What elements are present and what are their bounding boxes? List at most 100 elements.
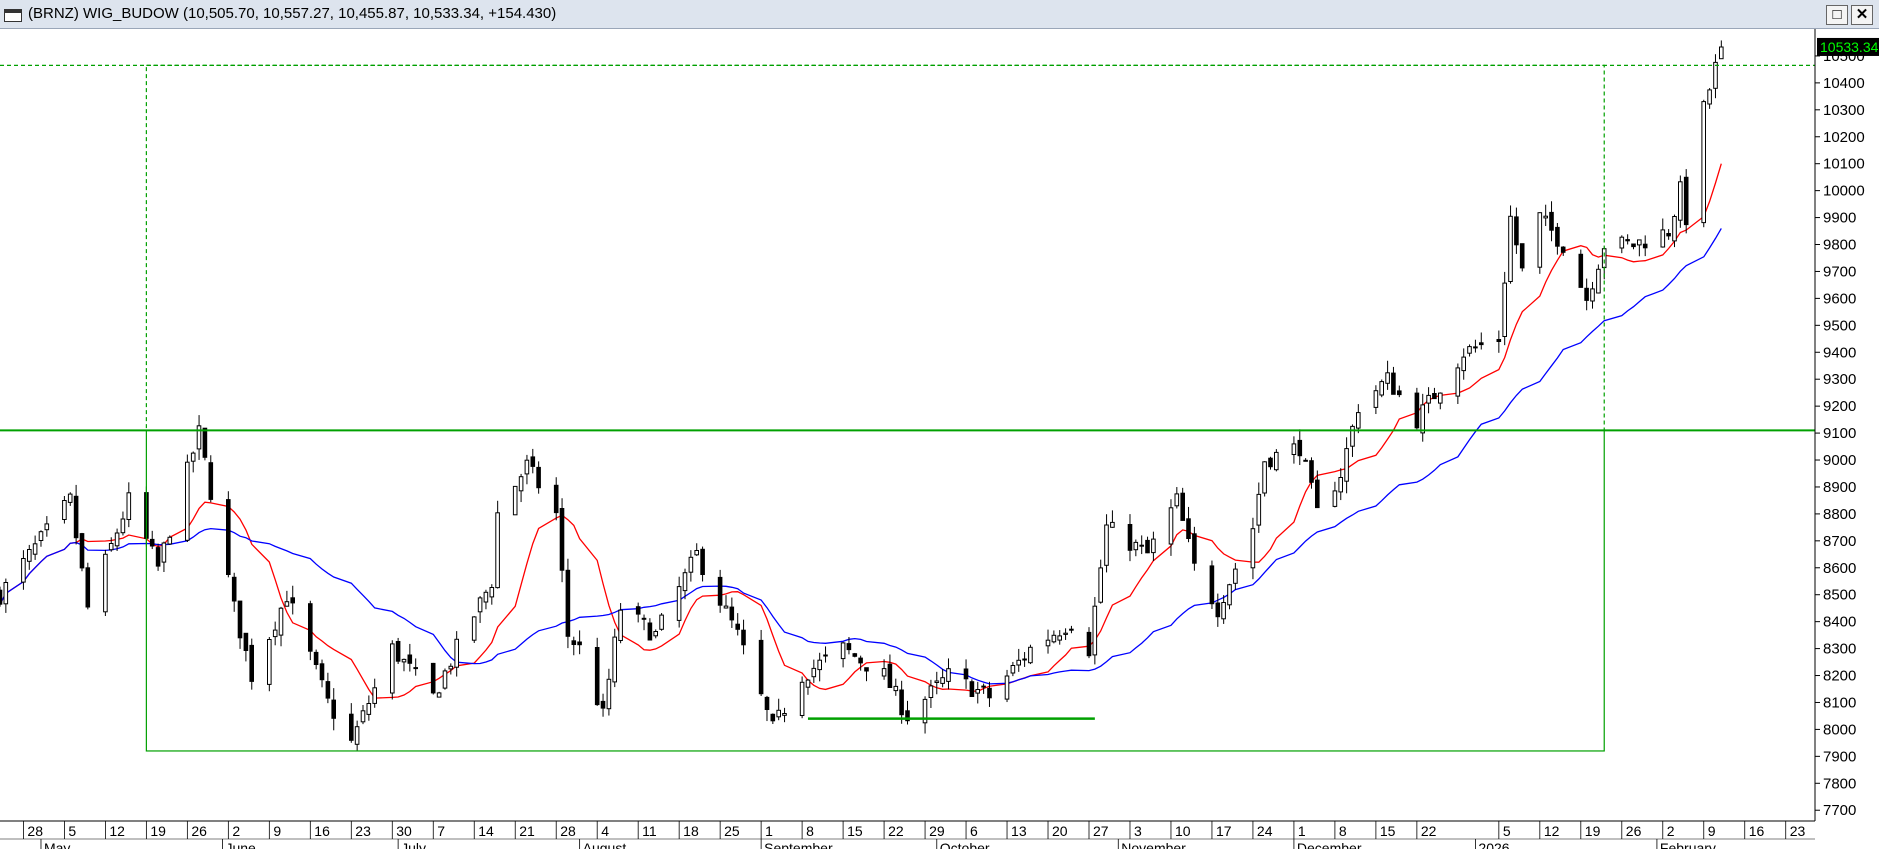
candle-body <box>1414 392 1420 429</box>
candle <box>635 602 641 623</box>
candle <box>1215 593 1221 627</box>
candle-body <box>1625 239 1630 242</box>
x-tick-label: 8 <box>1339 823 1347 839</box>
candle-body <box>1256 493 1262 526</box>
candle <box>981 683 986 694</box>
candle-body <box>407 654 413 664</box>
x-tick-label: 26 <box>191 823 207 839</box>
candle-body <box>1537 212 1543 268</box>
candle <box>1473 339 1478 353</box>
candle <box>155 543 161 571</box>
candle <box>126 482 132 528</box>
candle-body <box>395 641 401 662</box>
candle <box>366 695 372 721</box>
candle-body <box>149 538 155 547</box>
candle <box>1385 360 1390 390</box>
candle-body <box>618 609 623 642</box>
candle-body <box>887 663 893 689</box>
candle-body <box>694 550 700 556</box>
candle-body <box>1473 346 1478 349</box>
month-label: August <box>583 840 627 849</box>
x-tick-label: 14 <box>478 823 494 839</box>
candle-body <box>202 427 208 458</box>
candle <box>202 427 208 461</box>
candle-body <box>1174 493 1180 507</box>
candle-body <box>852 653 858 657</box>
y-tick-label: 9700 <box>1823 263 1856 280</box>
candle <box>717 569 723 613</box>
candle <box>442 668 448 690</box>
candle-body <box>196 425 202 450</box>
candle-body <box>846 643 852 651</box>
candle-body <box>524 459 530 475</box>
window-icon[interactable] <box>4 9 22 22</box>
close-button[interactable]: ✕ <box>1851 5 1873 25</box>
candle-body <box>1549 211 1554 231</box>
candle-body <box>454 638 459 668</box>
candle <box>1514 207 1519 254</box>
candles <box>0 40 1724 752</box>
candle-body <box>448 665 454 670</box>
candle-body <box>1133 541 1139 551</box>
candle <box>1461 348 1467 380</box>
candle-body <box>676 586 682 621</box>
candle-body <box>243 632 249 651</box>
candle <box>641 614 647 631</box>
candle <box>354 720 360 752</box>
candle <box>407 643 413 672</box>
month-label: November <box>1121 840 1186 849</box>
candle <box>1625 234 1630 245</box>
candle-body <box>741 629 746 646</box>
candle-body <box>758 639 764 695</box>
x-tick-label: 9 <box>1708 823 1716 839</box>
candle <box>372 678 377 708</box>
candle-body <box>1098 567 1104 603</box>
candle-body <box>1426 394 1431 404</box>
candle <box>161 541 167 572</box>
candle <box>237 600 243 649</box>
candle-body <box>442 670 448 689</box>
candle <box>1719 40 1724 60</box>
candle-body <box>1590 288 1595 302</box>
candle-body <box>372 687 377 704</box>
candle <box>167 535 173 545</box>
candle <box>840 642 846 668</box>
candle <box>764 695 770 722</box>
x-tick-label: 1 <box>1298 823 1306 839</box>
y-tick-label: 8100 <box>1823 694 1856 711</box>
candle <box>530 448 536 474</box>
x-tick-label: 25 <box>724 823 740 839</box>
candle-body <box>1637 239 1642 246</box>
month-label: May <box>44 840 70 849</box>
candle <box>694 543 700 556</box>
candle <box>1637 239 1642 257</box>
candle-body <box>963 668 969 680</box>
y-tick-label: 10200 <box>1823 129 1865 146</box>
candle-body <box>284 601 290 607</box>
candle <box>208 455 214 503</box>
maximize-button[interactable]: □ <box>1826 5 1848 25</box>
candle <box>1016 648 1022 672</box>
x-tick-label: 23 <box>1790 823 1806 839</box>
candle-body <box>1502 282 1508 338</box>
candle-body <box>120 518 126 534</box>
candle <box>226 491 231 578</box>
candle <box>1344 437 1349 494</box>
x-tick-label: 1 <box>765 823 773 839</box>
candle-body <box>267 639 272 685</box>
candle-body <box>635 606 641 615</box>
candle-body <box>1619 236 1625 249</box>
x-tick-label: 21 <box>519 823 535 839</box>
candle <box>1438 392 1443 410</box>
candle-body <box>881 668 887 677</box>
candle <box>1549 201 1554 242</box>
candle <box>1063 628 1068 640</box>
y-tick-label: 10300 <box>1823 102 1865 119</box>
candle <box>108 537 114 552</box>
candle-body <box>1069 628 1074 631</box>
candle-body <box>600 700 606 709</box>
y-tick-label: 9300 <box>1823 371 1856 388</box>
candle <box>987 681 992 707</box>
candle <box>1338 468 1344 501</box>
y-axis: 7700 7800 7900 8000 8100 8200 8300 8400 8500 8600… <box>1815 48 1865 819</box>
